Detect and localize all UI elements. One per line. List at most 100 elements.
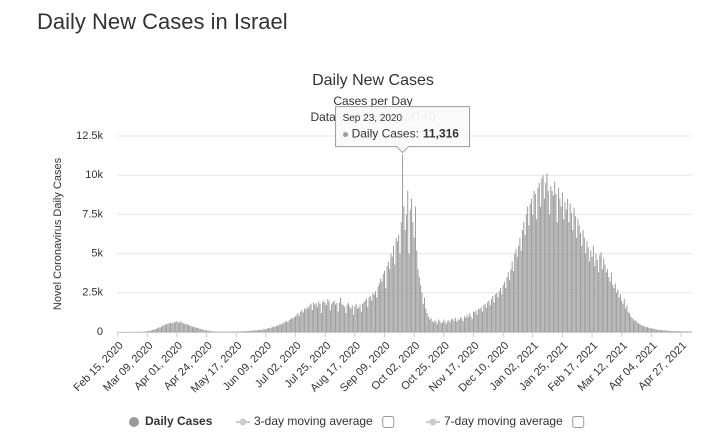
bar (515, 248, 517, 332)
bar (203, 329, 205, 332)
bar (666, 330, 668, 332)
bar (333, 300, 335, 332)
bar (179, 322, 181, 332)
bar (274, 326, 276, 332)
bar (389, 269, 391, 332)
bar (465, 317, 467, 332)
bar (594, 266, 596, 332)
legend-marker[interactable] (429, 418, 437, 426)
bar (328, 301, 330, 332)
bar (363, 302, 365, 332)
bar (532, 214, 534, 332)
bar (623, 299, 625, 332)
page-heading: Daily New Cases in Israel (37, 9, 288, 34)
bar (418, 277, 420, 332)
bar (373, 294, 375, 332)
legend-label[interactable]: 3-day moving average (254, 414, 373, 428)
bar (202, 329, 204, 332)
y-tick-label: 5k (91, 248, 103, 260)
bar (271, 327, 273, 332)
bar (589, 261, 590, 332)
bar (674, 331, 676, 332)
bar (150, 330, 152, 332)
bar (506, 277, 508, 332)
bar (191, 326, 193, 332)
bar (608, 277, 610, 332)
bar (148, 331, 150, 332)
bar (657, 329, 659, 332)
bar (645, 327, 647, 332)
bar (652, 328, 654, 332)
bar (531, 198, 532, 332)
bar (350, 308, 352, 332)
chart-title: Daily New Cases (312, 72, 434, 89)
bar (387, 261, 389, 332)
bar (542, 175, 544, 332)
bar (686, 331, 688, 332)
bar (549, 214, 551, 332)
bar (470, 316, 472, 332)
bar (582, 230, 584, 332)
bar (171, 323, 173, 332)
bar (545, 183, 547, 332)
bar (411, 198, 413, 332)
bar (479, 309, 481, 332)
bar (604, 264, 606, 332)
bar (342, 305, 344, 332)
bar (644, 326, 646, 332)
bar (456, 321, 458, 332)
bar (671, 331, 673, 332)
bar (154, 329, 156, 332)
bar (577, 219, 579, 332)
bar (395, 237, 397, 332)
bar (670, 330, 672, 332)
bar (524, 234, 526, 332)
bar (497, 297, 499, 332)
bar (340, 297, 342, 332)
bar (237, 331, 239, 332)
bar (483, 305, 485, 332)
bar (390, 253, 392, 332)
bar (451, 319, 453, 332)
bar (654, 329, 656, 332)
bar (471, 318, 473, 332)
bar (279, 324, 281, 332)
bar (537, 187, 539, 332)
bar (641, 325, 643, 332)
bar (413, 237, 415, 332)
bar (618, 297, 620, 332)
bar (382, 273, 384, 332)
bar (331, 303, 333, 332)
bar (304, 308, 306, 332)
bar (186, 324, 188, 332)
bar (601, 269, 603, 332)
bar (493, 302, 495, 332)
bar (301, 310, 303, 332)
bar (452, 318, 454, 332)
bar (414, 206, 416, 332)
legend-checkbox[interactable] (382, 416, 395, 428)
legend-checkbox[interactable] (572, 416, 585, 428)
bar (656, 329, 658, 332)
bar (181, 322, 183, 332)
bar (525, 214, 527, 332)
bar (256, 330, 258, 332)
legend-label[interactable]: Daily Cases (145, 414, 213, 428)
bar (463, 316, 465, 332)
bar (326, 305, 327, 332)
legend-label[interactable]: 7-day moving average (444, 414, 563, 428)
bar (581, 245, 583, 332)
bar (435, 321, 437, 332)
bar (647, 326, 649, 332)
legend-marker[interactable] (129, 417, 139, 427)
bar (287, 322, 289, 332)
bar (400, 222, 402, 332)
bar (173, 322, 175, 332)
bar (380, 278, 382, 332)
bar (211, 331, 213, 332)
bar (474, 312, 476, 332)
bar (634, 321, 636, 332)
legend-marker[interactable] (239, 418, 247, 426)
bar (149, 330, 151, 332)
bar (489, 305, 491, 332)
